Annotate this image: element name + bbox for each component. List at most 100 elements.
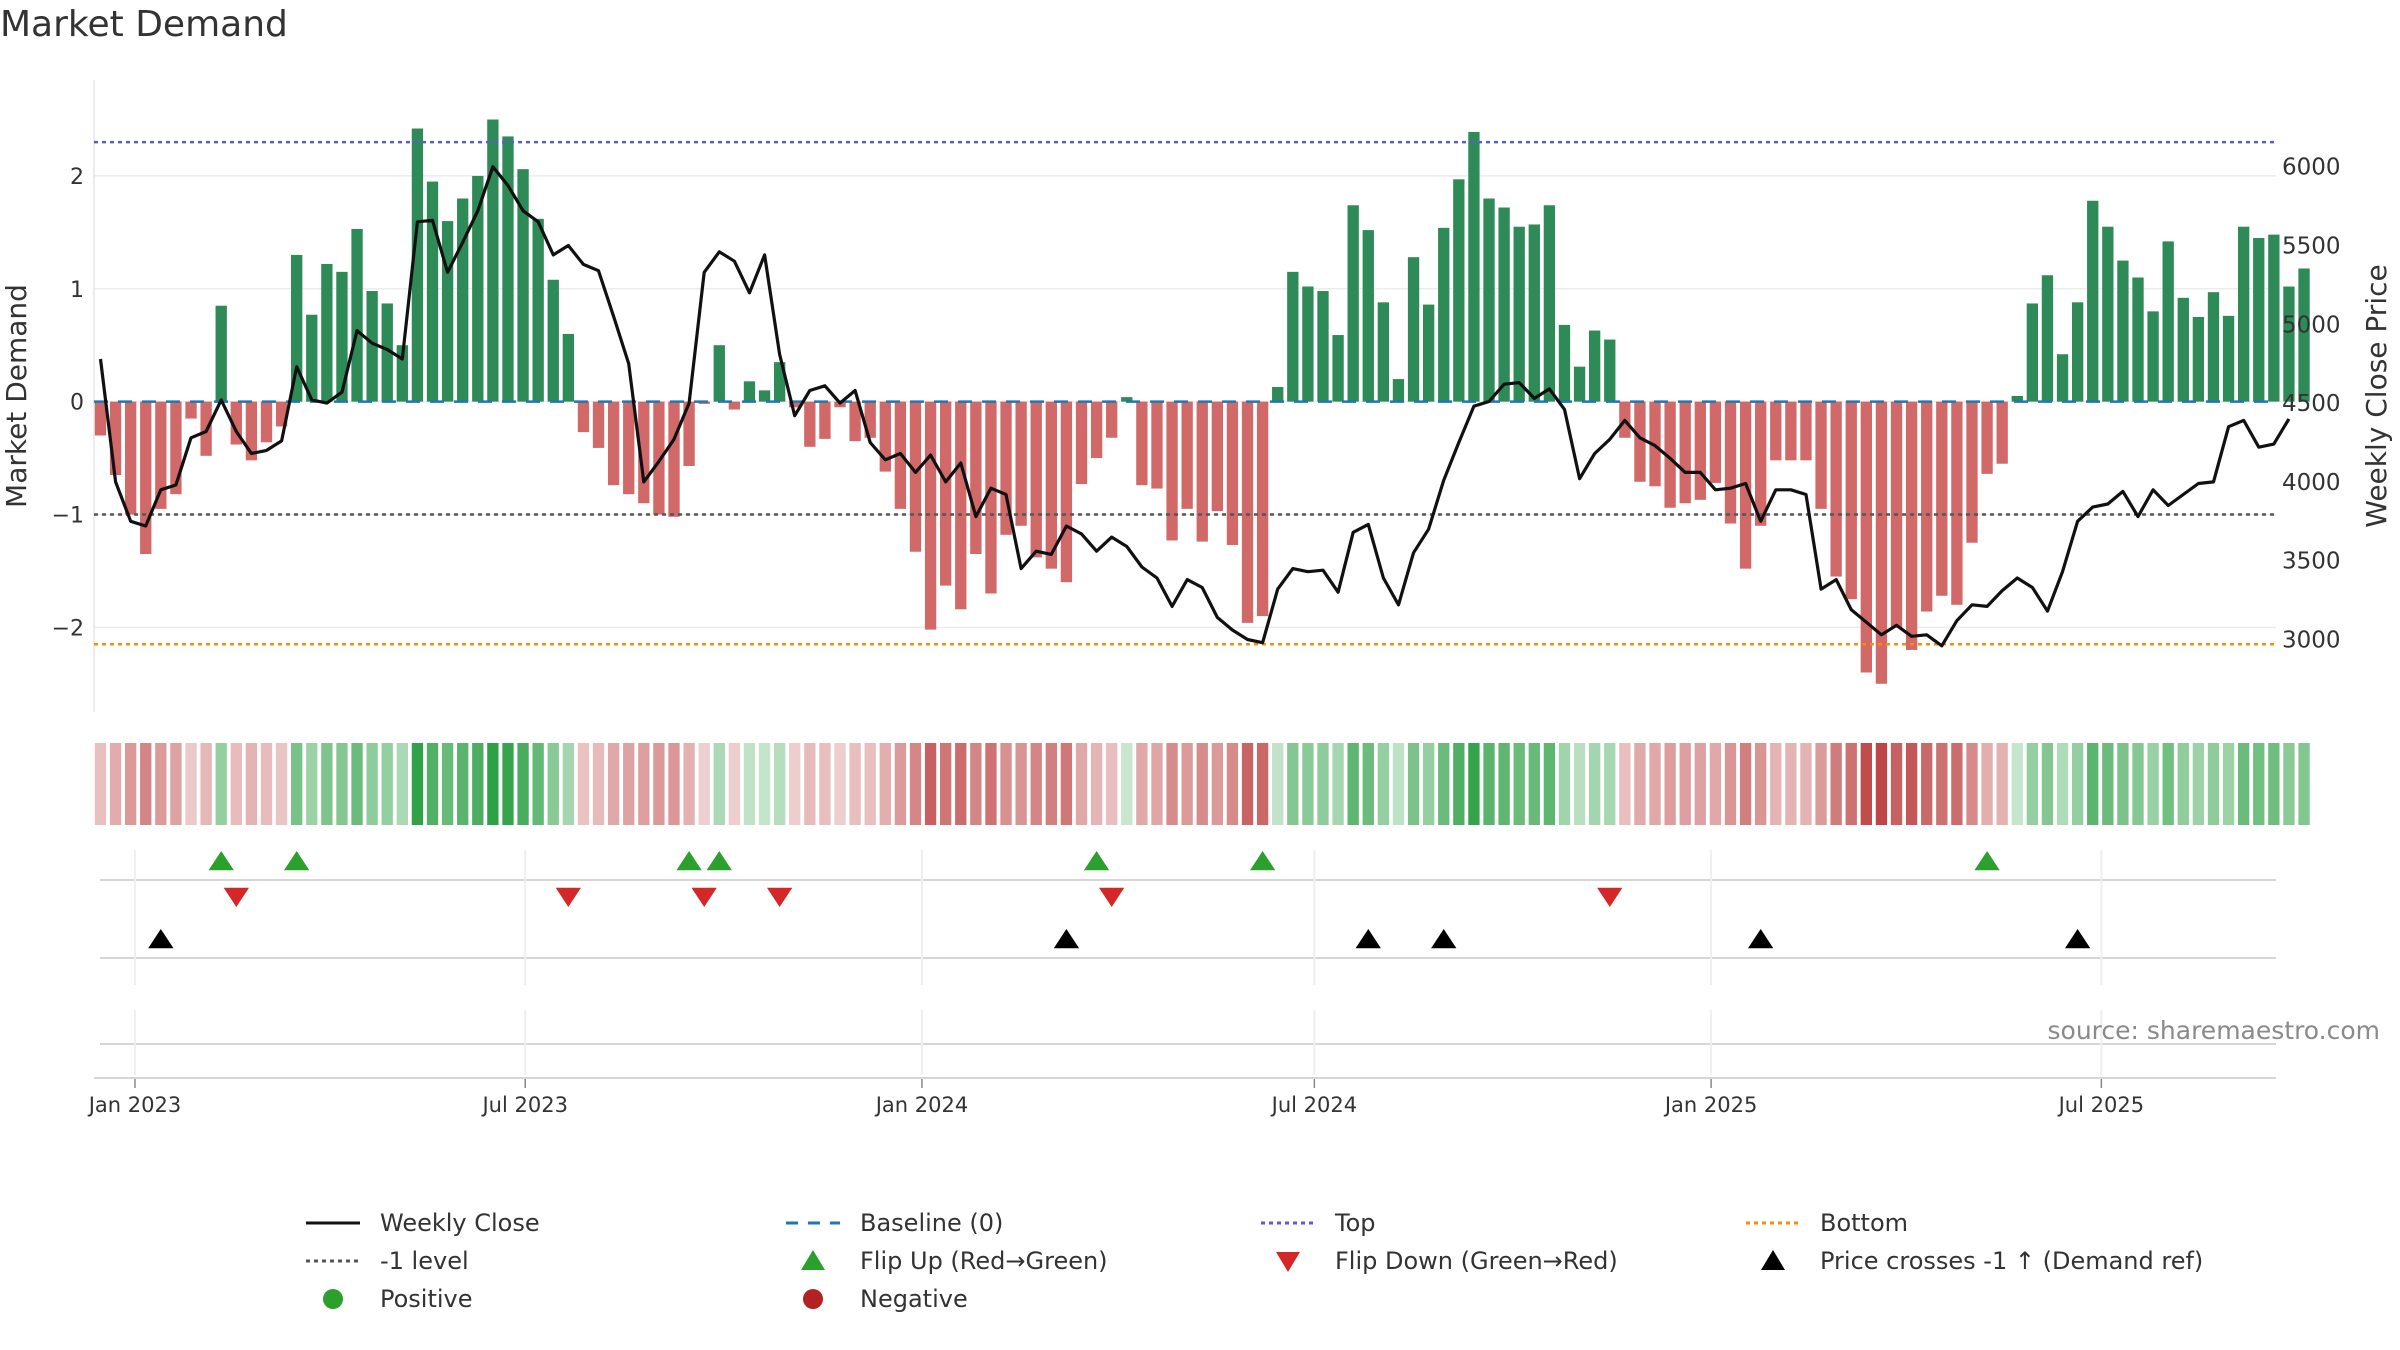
demand-bar (2283, 286, 2295, 402)
heat-strip-cell (2071, 743, 2084, 825)
demand-bar (1709, 401, 1722, 483)
x-tick-label: Jan 2023 (87, 1093, 182, 1117)
demand-bar (743, 381, 756, 402)
demand-bar (351, 228, 363, 402)
demand-bar (2207, 292, 2220, 402)
demand-bar (1302, 286, 1314, 402)
heat-strip-cell (2162, 743, 2174, 825)
flip-up-marker (676, 851, 702, 871)
heat-strip-cell (940, 743, 952, 825)
heat-strip-cell (909, 743, 922, 825)
demand-bar (2132, 277, 2144, 402)
y-right-tick-label: 4000 (2282, 470, 2341, 496)
demand-bar (623, 401, 635, 495)
demand-bar (713, 345, 725, 402)
heat-strip-cell (789, 743, 801, 825)
y-right-tick-label: 6000 (2282, 155, 2341, 181)
heat-strip-cell (487, 743, 499, 825)
heat-strip-cell (1755, 743, 1767, 825)
legend-symbol-negative (803, 1289, 823, 1309)
heat-strip-cell (607, 743, 620, 825)
heat-strip-cell (2298, 743, 2310, 825)
heat-strip-cell (1407, 743, 1420, 825)
heat-strip-cell (1694, 743, 1706, 825)
demand-bar (1317, 291, 1329, 402)
heat-strip-cell (396, 743, 408, 825)
demand-bar (1090, 401, 1103, 459)
heat-strip-cell (2222, 743, 2235, 825)
legend-symbol-weekly-close (306, 1221, 360, 1225)
heat-strip-cell (547, 743, 559, 825)
heat-strip-cell (970, 743, 982, 825)
demand-bar (1468, 131, 1480, 402)
demand-bar (306, 314, 318, 402)
demand-bar (592, 401, 605, 448)
demand-bar (441, 221, 454, 402)
heat-strip-cell (668, 743, 680, 825)
flip-down-marker (223, 887, 249, 907)
demand-bar (970, 401, 982, 554)
heat-strip-cell (1815, 743, 1827, 825)
legend-label: Flip Up (Red→Green) (860, 1247, 1108, 1275)
demand-bar (638, 401, 650, 504)
heat-strip-cell (185, 743, 197, 825)
heat-strip-cell (2283, 743, 2295, 825)
heat-strip-cell (502, 743, 514, 825)
demand-bar (2253, 238, 2265, 402)
y-left-tick-label: −1 (52, 504, 84, 529)
heat-strip-cell (411, 743, 424, 825)
heat-strip-cell (728, 743, 741, 825)
heat-strip-cell (140, 743, 152, 825)
demand-bar (683, 401, 695, 466)
heat-strip-cell (1347, 743, 1359, 825)
demand-bar (1875, 401, 1888, 684)
demand-bar (1422, 304, 1435, 402)
price-cross-marker (1748, 929, 1774, 949)
demand-bar (1905, 401, 1918, 650)
heat-strip-cell (351, 743, 363, 825)
heat-strip-cell (260, 743, 273, 825)
demand-bar (336, 271, 348, 402)
heat-strip-cell (562, 743, 575, 825)
heat-strip-cell (653, 743, 665, 825)
demand-bar (1241, 401, 1254, 623)
heat-strip-cell (1015, 743, 1027, 825)
demand-bar (230, 401, 242, 445)
heat-strip-cell (1166, 743, 1178, 825)
demand-bar (1166, 401, 1178, 541)
heat-strip-cell (1890, 743, 1903, 825)
heat-strip-cell (1664, 743, 1676, 825)
heat-strip-cell (1332, 743, 1344, 825)
demand-bar (940, 401, 952, 586)
heat-strip-cell (2041, 743, 2054, 825)
legend-item-price-cross: Price crosses -1 ↑ (Demand ref) (1740, 1246, 2203, 1276)
heat-strip-cell (1996, 743, 2008, 825)
y-left-axis-label: Market Demand (0, 284, 33, 508)
heat-strip-cell (743, 743, 756, 825)
demand-bar (1045, 401, 1057, 569)
heat-strip-cell (275, 743, 288, 825)
heat-strip-cell (1634, 743, 1646, 825)
x-tick-label: Jan 2025 (1663, 1093, 1758, 1117)
heat-strip-cell (1800, 743, 1812, 825)
heat-strip-cell (1302, 743, 1314, 825)
heat-strip-cell (1739, 743, 1752, 825)
heat-strip-cell (457, 743, 469, 825)
heat-strip-cell (426, 743, 439, 825)
flip-up-marker (1250, 851, 1276, 871)
demand-bar (1921, 401, 1933, 612)
legend-item-minus-one-level: -1 level (300, 1246, 469, 1276)
heat-strip-cell (985, 743, 997, 825)
heat-strip-cell (1966, 743, 1978, 825)
demand-bar (773, 362, 786, 402)
heat-strip-cell (1241, 743, 1254, 825)
demand-bar (2177, 297, 2189, 402)
legend-item-top: Top (1255, 1208, 1376, 1238)
demand-bar (1453, 179, 1465, 402)
heat-strip-cell (1090, 743, 1103, 825)
demand-bar (864, 401, 876, 438)
legend-item-baseline: Baseline (0) (780, 1208, 1003, 1238)
price-cross-marker (1053, 929, 1080, 949)
demand-bar (1589, 330, 1601, 402)
